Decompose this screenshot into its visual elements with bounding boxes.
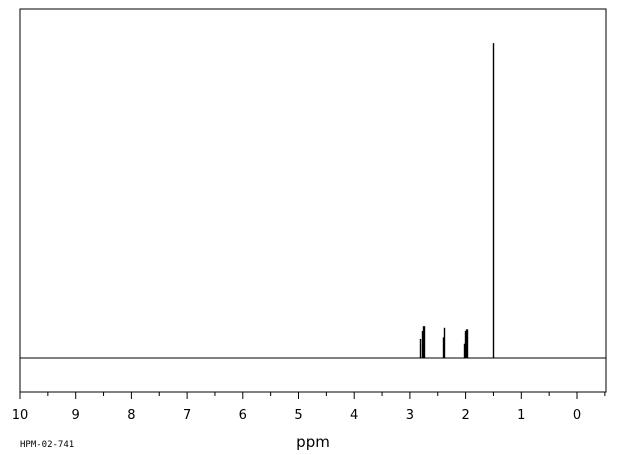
x-tick-label: 2 bbox=[461, 408, 469, 423]
x-axis-label: ppm bbox=[296, 433, 330, 451]
x-tick-label: 8 bbox=[127, 408, 135, 423]
x-tick-label: 0 bbox=[573, 408, 581, 423]
x-tick-label: 9 bbox=[72, 408, 80, 423]
x-tick-label: 10 bbox=[12, 408, 29, 423]
spectrum-code: HPM-02-741 bbox=[20, 440, 74, 450]
major-ticks bbox=[19, 392, 578, 399]
plot-frame bbox=[19, 8, 607, 393]
x-tick-label: 3 bbox=[406, 408, 414, 423]
x-tick-label: 6 bbox=[239, 408, 247, 423]
x-tick-label: 4 bbox=[350, 408, 358, 423]
minor-ticks bbox=[47, 392, 606, 396]
x-tick-label: 5 bbox=[294, 408, 302, 423]
x-tick-label: 7 bbox=[183, 408, 191, 423]
x-tick-label: 1 bbox=[517, 408, 525, 423]
x-tick-labels: 10 9 8 7 6 5 4 3 2 1 0 bbox=[12, 408, 581, 423]
peaks bbox=[419, 43, 495, 358]
